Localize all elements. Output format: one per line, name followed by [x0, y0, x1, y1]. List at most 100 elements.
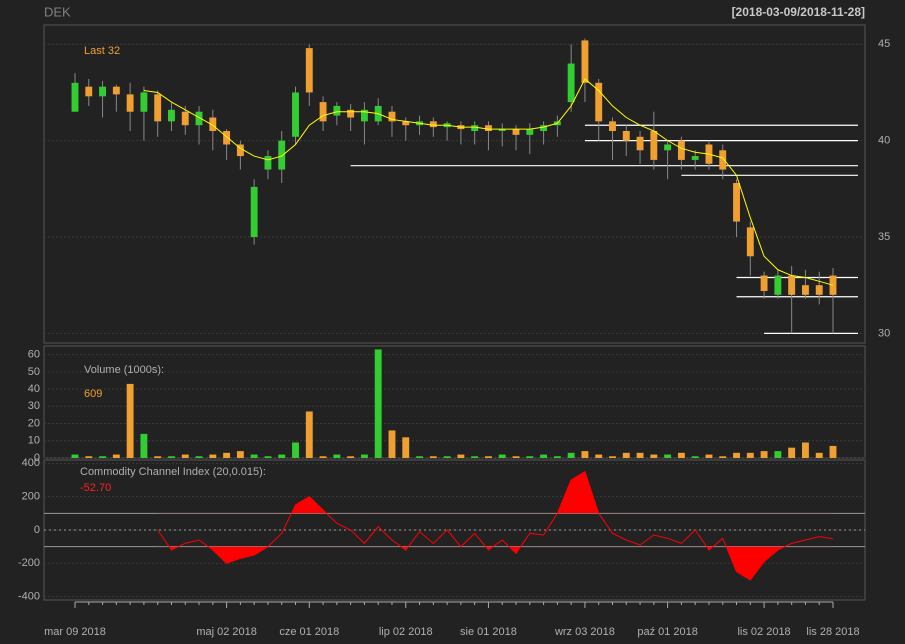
volume-bar: [677, 452, 685, 458]
candle-body: [774, 275, 782, 295]
volume-bar: [374, 349, 382, 458]
candle-body: [498, 129, 506, 131]
date-range: [2018-03-09/2018-11-28]: [732, 5, 865, 19]
panel-frame: [43, 345, 866, 459]
volume-bar: [705, 454, 713, 458]
cci-fill-low: [157, 546, 833, 580]
volume-bar: [457, 454, 465, 458]
volume-last: 609: [84, 388, 102, 400]
volume-bar: [168, 456, 175, 458]
y-tick-label: 35: [878, 231, 890, 243]
volume-bar: [250, 454, 258, 458]
chart-title: DEK: [44, 4, 71, 19]
panel-frame: [43, 24, 866, 344]
x-tick-label: lis 02 2018: [737, 626, 790, 638]
candle-body: [801, 285, 809, 295]
volume-bar: [471, 456, 479, 458]
volume-bar: [636, 452, 644, 458]
candle-body: [636, 136, 644, 151]
candle-body: [595, 82, 603, 122]
y-tick-label: 40: [28, 383, 40, 395]
candle-body: [512, 129, 520, 135]
candle-body: [402, 121, 410, 126]
candle-body: [112, 86, 120, 95]
y-tick-label: 400: [22, 457, 40, 469]
x-tick-label: wrz 03 2018: [554, 626, 615, 638]
candle-body: [719, 150, 727, 170]
candle-body: [305, 48, 313, 93]
x-tick-label: sie 01 2018: [460, 626, 517, 638]
candle-body: [154, 94, 162, 122]
volume-bar: [347, 456, 355, 458]
candle-body: [429, 121, 437, 128]
volume-bar: [333, 454, 341, 458]
volume-bar: [140, 433, 148, 458]
y-tick-label: 20: [28, 417, 40, 429]
candle-body: [760, 275, 768, 291]
candle-body: [264, 156, 272, 170]
candle-body: [650, 131, 658, 160]
candle-body: [99, 86, 107, 97]
candle-body: [223, 131, 231, 145]
volume-bar: [553, 456, 561, 458]
candle-body: [333, 105, 341, 116]
volume-bar: [760, 451, 768, 458]
candle-body: [250, 186, 258, 237]
candle-body: [609, 121, 616, 131]
volume-bar: [485, 456, 492, 458]
last-price: Last 32: [84, 45, 120, 57]
cci-line: [157, 470, 834, 581]
volume-bar: [815, 452, 823, 458]
x-tick-label: lis 28 2018: [806, 626, 859, 638]
volume-bar: [498, 454, 506, 458]
cci-title: Commodity Channel Index (20,0.015):: [80, 466, 266, 478]
volume-bar: [429, 456, 437, 458]
volume-bar: [209, 454, 217, 458]
volume-bar: [829, 445, 837, 458]
volume-bar: [622, 452, 630, 458]
y-tick-label: 30: [28, 400, 40, 412]
y-tick-label: -400: [18, 591, 40, 603]
volume-bar: [236, 451, 244, 458]
volume-bar: [319, 456, 327, 458]
y-tick-label: 200: [22, 491, 40, 503]
volume-bar: [664, 454, 672, 458]
volume-bar: [595, 454, 603, 458]
candle-body: [71, 82, 79, 112]
volume-bar: [788, 447, 796, 458]
y-tick-label: 50: [28, 366, 40, 378]
candle-body: [622, 131, 630, 141]
x-tick-label: cze 01 2018: [279, 626, 339, 638]
volume-bar: [774, 451, 782, 458]
volume-bar: [801, 442, 809, 458]
volume-bar: [512, 456, 520, 458]
candle-body: [485, 125, 492, 131]
candle-body: [581, 40, 589, 83]
y-tick-label: 40: [878, 135, 890, 147]
volume-bar: [567, 452, 575, 458]
volume-bar: [526, 456, 534, 458]
candle-body: [567, 63, 575, 103]
candle-body: [815, 285, 823, 295]
candle-body: [664, 144, 672, 151]
candle-body: [691, 156, 699, 160]
y-tick-label: 10: [28, 435, 40, 447]
volume-bar: [126, 383, 134, 458]
y-tick-label: 60: [28, 349, 40, 361]
volume-bar: [195, 456, 203, 458]
candle-body: [126, 94, 134, 112]
volume-bar: [223, 452, 231, 458]
candle-body: [388, 111, 396, 122]
candle-body: [788, 275, 796, 295]
x-tick-label: mar 09 2018: [44, 626, 106, 638]
candle-body: [140, 92, 148, 112]
candle-body: [85, 86, 93, 97]
volume-bar: [416, 456, 423, 458]
candle-body: [181, 111, 189, 126]
candle-body: [236, 144, 244, 157]
volume-bar: [388, 430, 396, 458]
volume-title: Volume (1000s):: [84, 364, 164, 376]
sma-line: [143, 78, 834, 286]
